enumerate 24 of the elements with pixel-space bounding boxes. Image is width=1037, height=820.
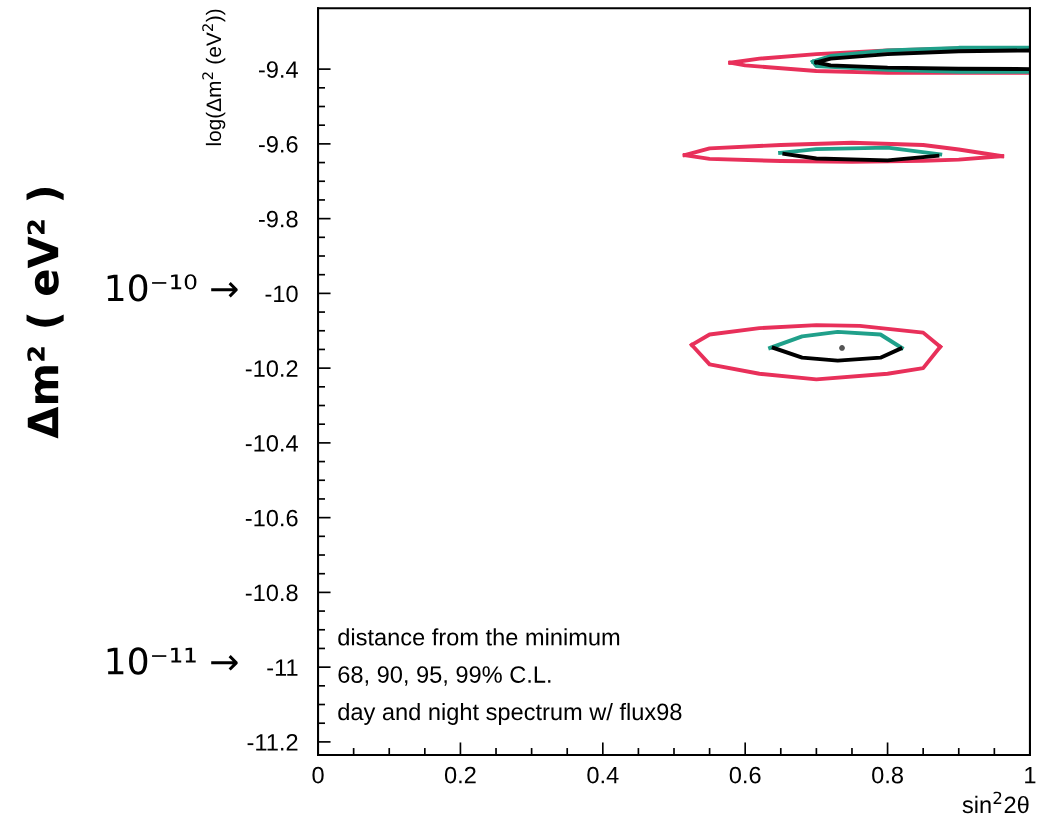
text: 10⁻¹⁰ → [107, 274, 238, 302]
y-tick-label: -10.4 [245, 434, 298, 452]
y-tick-label: -9.8 [258, 210, 298, 228]
text: Δm² ( eV² ) [26, 188, 64, 439]
x-tick-label: 0.6 [729, 766, 761, 784]
annotation: 68, 90, 95, 99% C.L. [338, 666, 551, 686]
x-tick-label: 0.4 [587, 766, 619, 784]
x-tick-label: 0 [312, 766, 324, 784]
y-tick-label: -10 [265, 285, 298, 303]
y-tick-label: -10.6 [245, 509, 298, 527]
annotation: distance from the minimum [338, 628, 620, 646]
y-tick-label: -11.2 [247, 733, 298, 751]
x-tick-label: 0.8 [872, 766, 903, 784]
y-tick-label: -9.4 [258, 61, 298, 78]
annotation: day and night spectrum w/ flux98 [338, 702, 682, 725]
text: 10⁻¹¹ → [107, 647, 238, 675]
x-axis-title: sin$^{2}$2θ [962, 791, 1029, 814]
y-tick-label: -9.6 [258, 135, 298, 153]
y-axis-title: log(Δm$^{2}$ (eV$^{2}$)) [202, 9, 226, 146]
x-tick-label: 1 [1025, 766, 1036, 784]
y-tick-label: -10.8 [245, 584, 298, 602]
y-tick-label: -10.2 [245, 360, 298, 377]
x-tick-label: 0.2 [444, 766, 476, 784]
y-tick-label: -11 [267, 659, 298, 676]
